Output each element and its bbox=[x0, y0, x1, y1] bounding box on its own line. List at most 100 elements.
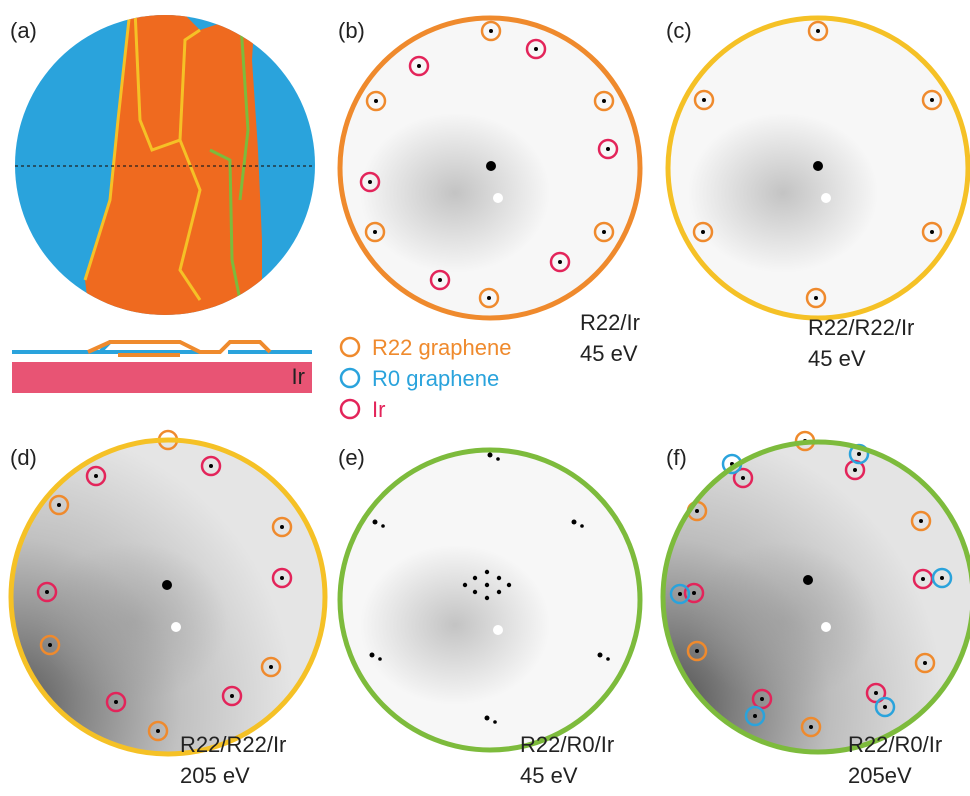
diffraction-spot bbox=[853, 468, 857, 472]
diffraction-spot bbox=[921, 577, 925, 581]
diffraction-spot bbox=[580, 524, 584, 528]
diffraction-spot bbox=[488, 453, 493, 458]
moire-spot bbox=[485, 596, 489, 600]
panel-caption: 45 eV bbox=[580, 341, 638, 366]
panel-caption: 45 eV bbox=[808, 346, 866, 371]
diffraction-spot bbox=[230, 694, 234, 698]
diffraction-spot bbox=[280, 576, 284, 580]
diffraction-spot bbox=[930, 98, 934, 102]
legend-label: R0 graphene bbox=[372, 366, 499, 391]
legend-label: Ir bbox=[372, 397, 385, 422]
diffraction-spot bbox=[919, 519, 923, 523]
substrate bbox=[12, 362, 312, 393]
leed-haze bbox=[38, 542, 228, 702]
panel-label: (e) bbox=[338, 445, 365, 470]
diffraction-spot bbox=[485, 716, 490, 721]
panel-caption: R22/R22/Ir bbox=[180, 732, 286, 757]
specular-spot bbox=[171, 622, 181, 632]
specular-spot bbox=[821, 193, 831, 203]
diffraction-spot bbox=[814, 296, 818, 300]
diffraction-spot bbox=[280, 525, 284, 529]
diffraction-spot bbox=[602, 230, 606, 234]
diffraction-spot bbox=[381, 524, 385, 528]
diffraction-spot bbox=[702, 98, 706, 102]
diffraction-spot bbox=[701, 230, 705, 234]
panel-label: (f) bbox=[666, 445, 687, 470]
diffraction-spot bbox=[606, 657, 610, 661]
diffraction-spot bbox=[809, 725, 813, 729]
diffraction-spot bbox=[378, 657, 382, 661]
diffraction-spot bbox=[534, 47, 538, 51]
diffraction-spot bbox=[57, 503, 61, 507]
diffraction-spot bbox=[695, 509, 699, 513]
leed-haze bbox=[688, 542, 878, 702]
diffraction-spot bbox=[94, 474, 98, 478]
diffraction-spot bbox=[692, 591, 696, 595]
panel-caption: 205eV bbox=[848, 763, 912, 788]
moire-spot bbox=[497, 576, 501, 580]
diffraction-spot bbox=[114, 700, 118, 704]
center-spot bbox=[803, 575, 813, 585]
diffraction-spot bbox=[883, 705, 887, 709]
diffraction-spot bbox=[368, 180, 372, 184]
diffraction-spot bbox=[606, 147, 610, 151]
diffraction-spot bbox=[489, 29, 493, 33]
diffraction-spot bbox=[45, 590, 49, 594]
panel-caption: R22/R0/Ir bbox=[520, 732, 614, 757]
moire-spot bbox=[463, 583, 467, 587]
moire-spot bbox=[485, 570, 489, 574]
diffraction-spot bbox=[269, 665, 273, 669]
diffraction-spot bbox=[417, 64, 421, 68]
diffraction-spot bbox=[558, 260, 562, 264]
substrate-label: Ir bbox=[292, 364, 305, 389]
diffraction-spot bbox=[940, 576, 944, 580]
diffraction-spot bbox=[48, 643, 52, 647]
diffraction-spot bbox=[370, 653, 375, 658]
figure: Ir (a)(b)R22/Ir45 eV(c)R22/R22/Ir45 eV(d… bbox=[0, 0, 970, 796]
leed-haze bbox=[360, 545, 550, 705]
diffraction-spot bbox=[373, 230, 377, 234]
center-spot bbox=[813, 161, 823, 171]
diffraction-spot bbox=[493, 720, 497, 724]
diffraction-spot bbox=[438, 278, 442, 282]
diffraction-spot bbox=[598, 653, 603, 658]
panel-caption: 45 eV bbox=[520, 763, 578, 788]
legend-marker bbox=[341, 369, 359, 387]
diffraction-spot bbox=[496, 457, 500, 461]
diffraction-spot bbox=[374, 99, 378, 103]
diffraction-spot bbox=[874, 691, 878, 695]
specular-spot bbox=[493, 193, 503, 203]
diffraction-spot bbox=[930, 230, 934, 234]
diffraction-spot bbox=[816, 29, 820, 33]
diffraction-spot bbox=[572, 520, 577, 525]
panel-label: (c) bbox=[666, 18, 692, 43]
diffraction-spot bbox=[209, 464, 213, 468]
panel-label: (b) bbox=[338, 18, 365, 43]
moire-spot bbox=[473, 576, 477, 580]
specular-spot bbox=[821, 622, 831, 632]
leed-haze bbox=[688, 113, 878, 273]
diffraction-spot bbox=[741, 476, 745, 480]
moire-spot bbox=[507, 583, 511, 587]
diffraction-spot bbox=[857, 452, 861, 456]
diffraction-spot bbox=[602, 99, 606, 103]
panel-caption: R22/R22/Ir bbox=[808, 315, 914, 340]
specular-spot bbox=[493, 625, 503, 635]
moire-spot bbox=[497, 590, 501, 594]
panel-caption: 205 eV bbox=[180, 763, 250, 788]
center-spot bbox=[486, 161, 496, 171]
panel-label: (d) bbox=[10, 445, 37, 470]
legend-label: R22 graphene bbox=[372, 335, 511, 360]
diffraction-spot bbox=[156, 729, 160, 733]
diffraction-spot bbox=[373, 520, 378, 525]
diffraction-spot bbox=[695, 649, 699, 653]
moire-spot bbox=[485, 583, 489, 587]
moire-spot bbox=[473, 590, 477, 594]
center-spot bbox=[162, 580, 172, 590]
diffraction-spot bbox=[678, 592, 682, 596]
leed-haze bbox=[360, 113, 550, 273]
diffraction-spot bbox=[760, 697, 764, 701]
domain-map bbox=[10, 10, 320, 320]
legend-marker bbox=[341, 338, 359, 356]
panel-label: (a) bbox=[10, 18, 37, 43]
